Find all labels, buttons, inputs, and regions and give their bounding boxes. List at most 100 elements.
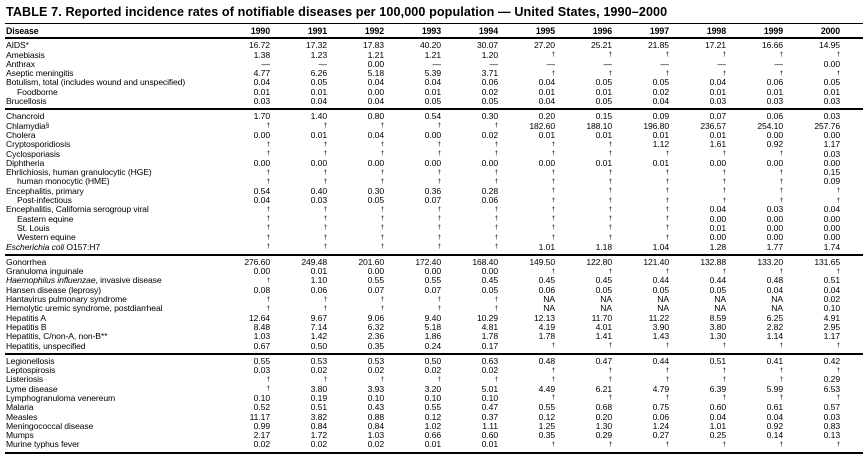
rate-cell: 0.03 <box>823 111 840 122</box>
table-row: Cyclosporiasis † † † † † † † † † † 0.03 <box>5 150 863 159</box>
rate-cell: † <box>612 440 669 452</box>
not-notifiable-dagger: † <box>779 51 783 59</box>
rate-cell: † <box>783 51 840 60</box>
not-notifiable-dagger: † <box>551 394 555 402</box>
rate-cell: 5.39 <box>424 69 441 79</box>
rate-cell: 0.10 <box>367 393 384 403</box>
rate-cell: 4.01 <box>595 322 612 332</box>
spacer-cell <box>840 354 863 366</box>
rate-cell: 17.32 <box>305 40 327 51</box>
rate-cell: † <box>498 267 555 276</box>
rate-cell: 0.28 <box>481 186 498 196</box>
disease-name-cell: Mumps <box>6 431 34 441</box>
not-notifiable-dagger: † <box>836 196 840 204</box>
not-notifiable-dagger: † <box>437 122 441 130</box>
not-notifiable-dagger: † <box>551 150 555 158</box>
rate-cell: 0.07 <box>424 285 441 295</box>
rate-cell: 1.30 <box>595 421 612 431</box>
not-notifiable-dagger: † <box>608 51 612 59</box>
header-year: 1994 <box>441 24 498 40</box>
table-row: Botulism, total (includes wound and unsp… <box>5 78 863 87</box>
rate-cell: 0.03 <box>766 97 783 107</box>
table-row: Leptospirosis 0.03 0.02 0.02 0.02 0.02 † † † † † † <box>5 366 863 375</box>
disease-name-cell: Meningococcal disease <box>6 421 94 431</box>
rate-cell: † <box>213 385 270 394</box>
not-notifiable-dagger: † <box>380 375 384 383</box>
rate-cell: † <box>726 342 783 354</box>
spacer-cell <box>840 286 863 295</box>
rate-cell: 0.61 <box>766 403 783 413</box>
rate-cell: 0.06 <box>538 285 555 295</box>
rate-cell: 21.85 <box>647 40 669 51</box>
rate-cell: † <box>726 394 783 403</box>
rate-cell: † <box>213 150 270 159</box>
rate-cell: 0.01 <box>538 87 555 97</box>
rate-cell: 16.66 <box>761 40 783 51</box>
rate-cell: 0.04 <box>253 196 270 206</box>
not-notifiable-dagger: † <box>608 196 612 204</box>
spacer-cell <box>840 332 863 341</box>
spacer-cell <box>840 243 863 255</box>
rate-cell: † <box>384 177 441 186</box>
rate-cell: 0.01 <box>595 87 612 97</box>
rate-cell: 0.63 <box>481 355 498 366</box>
disease-name-cell: Lyme disease <box>6 384 58 394</box>
rate-cell: † <box>726 267 783 276</box>
not-notifiable-dagger: † <box>266 304 270 312</box>
rate-cell: 149.50 <box>529 256 555 267</box>
rate-cell: 0.17 <box>481 341 498 351</box>
rate-cell: 0.08 <box>253 285 270 295</box>
disease-name-cell: Hepatitis, C/non-A, non-B** <box>6 332 108 342</box>
rate-cell: 4.81 <box>481 322 498 332</box>
rate-cell: 0.05 <box>310 78 327 88</box>
not-notifiable-dagger: † <box>665 342 669 349</box>
rate-cell: † <box>555 51 612 60</box>
rate-cell: † <box>327 375 384 384</box>
rate-cell: † <box>669 342 726 354</box>
spacer-cell <box>840 224 863 233</box>
rate-cell: 1.01 <box>709 421 726 431</box>
not-notifiable-dagger: † <box>722 187 726 195</box>
not-notifiable-dagger: † <box>323 150 327 158</box>
rate-cell: NA <box>600 295 612 305</box>
rate-cell: † <box>327 233 384 242</box>
not-notifiable-dagger: † <box>551 267 555 275</box>
spacer-cell <box>840 187 863 196</box>
rate-cell: 1.77 <box>766 242 783 252</box>
rate-cell: † <box>441 177 498 186</box>
rate-cell: 257.76 <box>814 121 840 131</box>
rate-cell: † <box>783 394 840 403</box>
rate-cell: 0.51 <box>823 276 840 286</box>
not-notifiable-dagger: † <box>266 276 270 284</box>
table-row: Escherichia coli O157:H7 † † † † † 1.01 1.18 1.0… <box>5 243 863 255</box>
rate-cell: 0.45 <box>595 276 612 286</box>
rate-cell: 5.18 <box>367 69 384 79</box>
disease-name-cell: Hepatitis, unspecified <box>6 341 86 351</box>
not-notifiable-dagger: † <box>437 304 441 312</box>
not-notifiable-dagger: † <box>380 224 384 232</box>
spacer-cell <box>840 215 863 224</box>
rate-cell: † <box>270 150 327 159</box>
not-notifiable-dagger: † <box>608 140 612 148</box>
header-year: 1999 <box>726 24 783 40</box>
not-notifiable-dagger: † <box>494 122 498 130</box>
not-notifiable-dagger: † <box>323 168 327 176</box>
rate-cell: † <box>669 177 726 186</box>
rate-cell: 0.99 <box>253 421 270 431</box>
rate-cell: † <box>555 177 612 186</box>
rate-cell: † <box>612 366 669 375</box>
rate-cell: 249.48 <box>301 256 327 267</box>
rate-cell: 0.05 <box>595 97 612 107</box>
rate-cell: 0.00 <box>766 233 783 243</box>
rate-cell: 276.60 <box>244 256 270 267</box>
header-year: 2000 <box>783 24 840 40</box>
table-row: Hepatitis A 12.64 9.67 9.06 9.40 10.29 12.13 11… <box>5 314 863 323</box>
rate-cell: 1.41 <box>595 332 612 342</box>
rate-cell: 172.40 <box>415 256 441 267</box>
rate-cell: † <box>498 440 555 452</box>
not-notifiable-dagger: † <box>380 205 384 213</box>
rate-cell: 0.25 <box>709 431 726 441</box>
rate-cell: 0.00 <box>424 267 441 277</box>
rate-cell: 0.10 <box>823 304 840 314</box>
disease-name-cell: Legionellosis <box>6 355 55 366</box>
